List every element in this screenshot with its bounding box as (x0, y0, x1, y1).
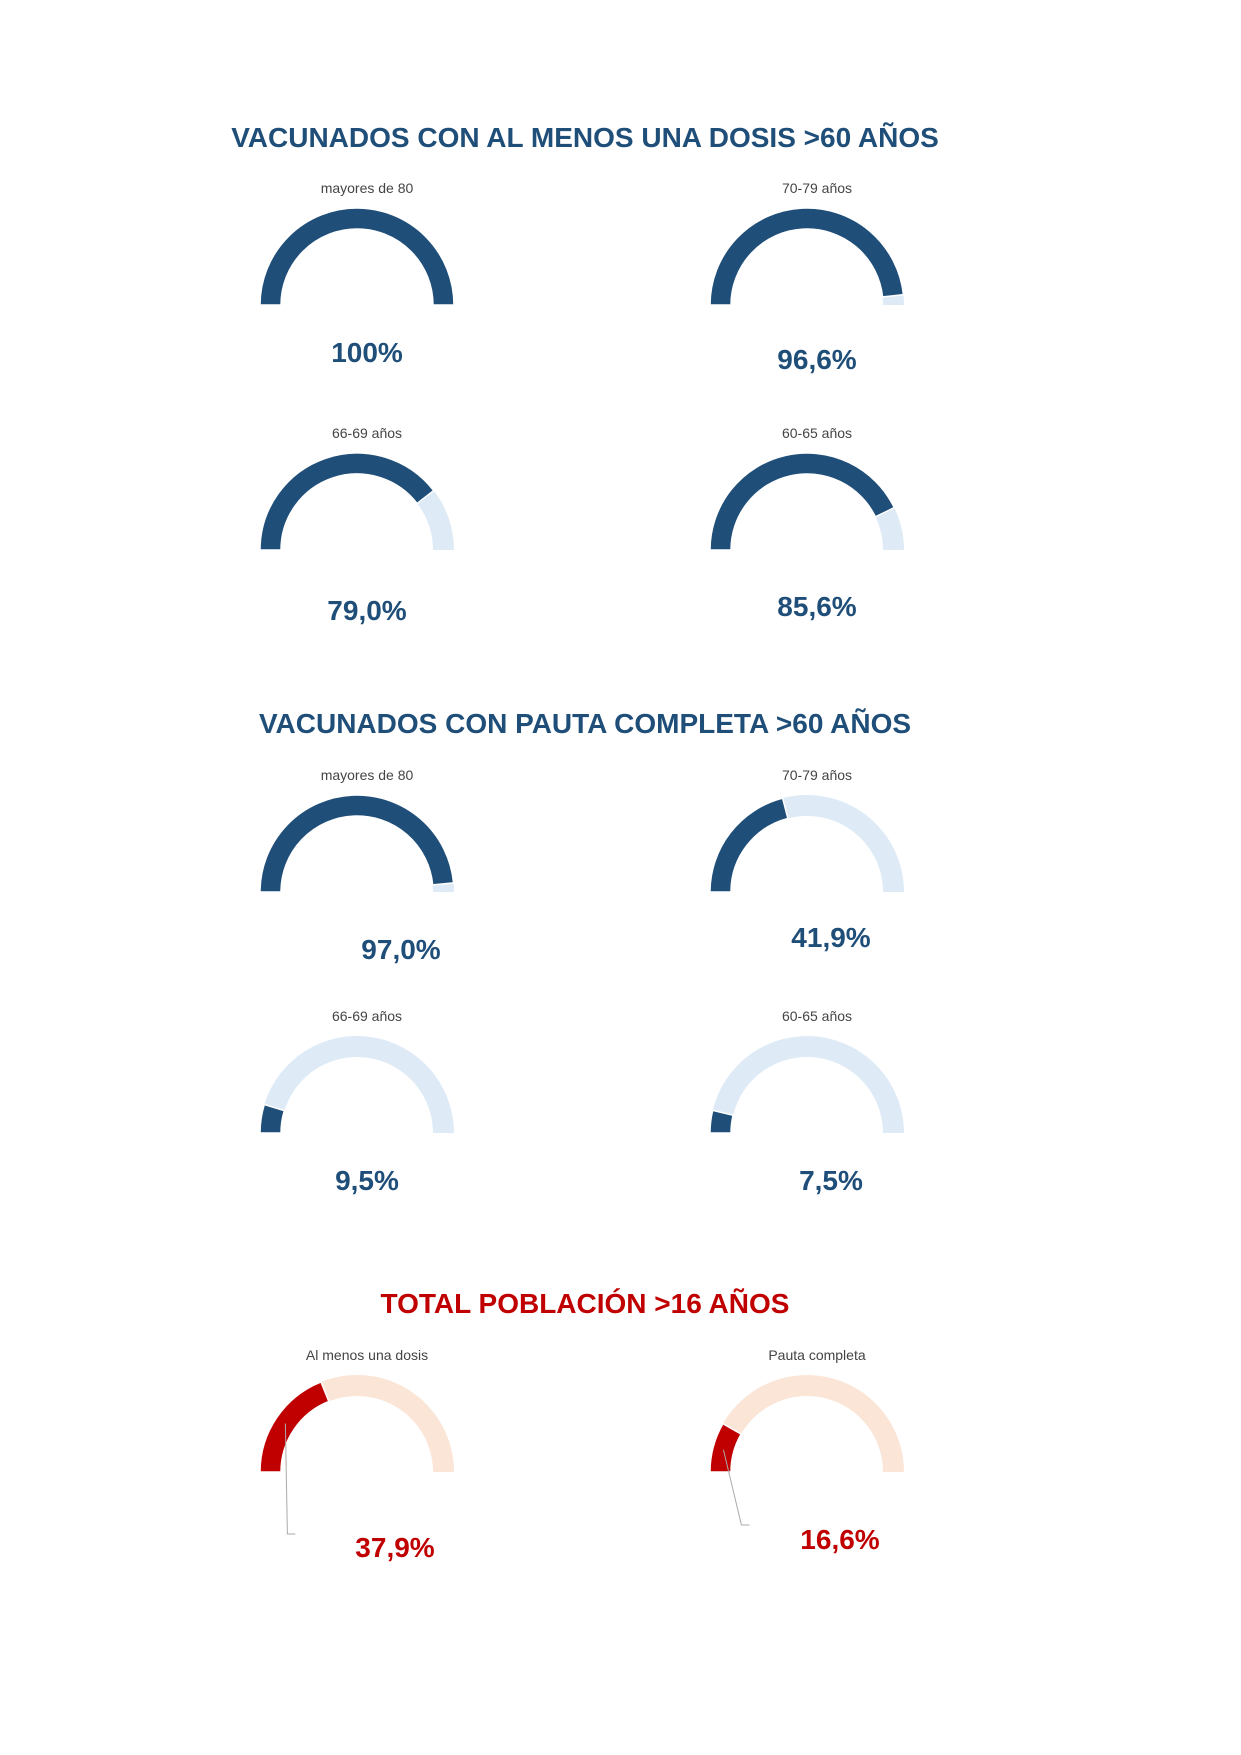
gauge-track (712, 1036, 904, 1133)
gauge-first-dose-70-79: 70-79 años 96,6% (707, 180, 1007, 460)
gauge-label: 60-65 años (781, 1008, 853, 1024)
gauge-value: 85,6% (777, 591, 857, 622)
gauge-fill (259, 794, 455, 893)
gauge-arc (259, 794, 455, 893)
gauge-leader-line (284, 1423, 296, 1535)
gauge-value: 16,6% (800, 1524, 880, 1555)
gauge-arc (259, 1375, 454, 1535)
gauge-value: 97,0% (361, 934, 441, 965)
gauge-fill (259, 1103, 286, 1134)
gauge-track (417, 490, 454, 550)
gauge-label: 70-79 años (781, 767, 853, 783)
gauge-label: 66-69 años (331, 1008, 403, 1024)
gauge-track (264, 1036, 454, 1133)
gauge-arc (709, 1375, 904, 1526)
gauge-label: Pauta completa (768, 1347, 866, 1363)
section-title-total: TOTAL POBLACIÓN >16 AÑOS (380, 1288, 790, 1319)
gauge-fill (709, 797, 789, 893)
gauge-complete-70-79: 70-79 años 41,9% (707, 767, 1007, 1047)
gauge-fill (709, 1422, 743, 1473)
gauge-fill (259, 452, 435, 551)
gauge-track (432, 882, 454, 892)
gauge-value: 96,6% (777, 344, 857, 375)
gauge-track (875, 507, 904, 550)
gauge-arc (709, 795, 904, 893)
gauge-track (722, 1375, 904, 1472)
gauge-arc (709, 207, 905, 306)
gauge-complete-66-69: 66-69 años 9,5% (257, 1008, 557, 1288)
gauge-first-dose-80-plus: mayores de 80 100% (257, 180, 557, 460)
section-title-complete: VACUNADOS CON PAUTA COMPLETA >60 AÑOS (258, 708, 912, 739)
gauge-arc (709, 452, 904, 551)
gauge-complete-80-plus: mayores de 80 97,0% (257, 767, 557, 1047)
gauge-value: 41,9% (791, 922, 871, 953)
gauge-track (782, 795, 904, 892)
section-title-first-dose: VACUNADOS CON AL MENOS UNA DOSIS >60 AÑO… (231, 122, 939, 153)
gauge-fill (709, 452, 896, 551)
gauge-label: 70-79 años (781, 180, 853, 196)
gauge-fill (709, 1109, 735, 1134)
gauge-arc (259, 207, 455, 306)
gauge-track (882, 294, 904, 305)
gauge-first-dose-60-65: 60-65 años 85,6% (707, 425, 1007, 705)
gauge-total-complete: Pauta completa 16,6% (707, 1347, 1007, 1627)
gauge-label: mayores de 80 (320, 180, 414, 196)
gauge-value: 7,5% (799, 1165, 863, 1196)
gauge-value: 9,5% (335, 1165, 399, 1196)
gauge-fill (259, 207, 455, 306)
gauge-complete-60-65: 60-65 años 7,5% (707, 1008, 1007, 1288)
gauge-arc (709, 1036, 904, 1134)
gauge-fill (259, 1380, 330, 1473)
gauge-label: mayores de 80 (320, 767, 414, 783)
gauge-label: 66-69 años (331, 425, 403, 441)
gauge-leader-line (722, 1449, 750, 1526)
gauge-value: 79,0% (327, 595, 407, 626)
gauge-first-dose-66-69: 66-69 años 79,0% (257, 425, 557, 705)
gauge-label: Al menos una dosis (305, 1347, 429, 1363)
gauge-value: 37,9% (355, 1532, 435, 1563)
gauge-track (321, 1375, 454, 1472)
gauge-value: 100% (331, 337, 403, 368)
gauge-fill (709, 207, 905, 306)
gauge-label: 60-65 años (781, 425, 853, 441)
gauge-arc (259, 1036, 454, 1134)
gauge-arc (259, 452, 454, 551)
gauge-total-first-dose: Al menos una dosis 37,9% (257, 1347, 557, 1627)
